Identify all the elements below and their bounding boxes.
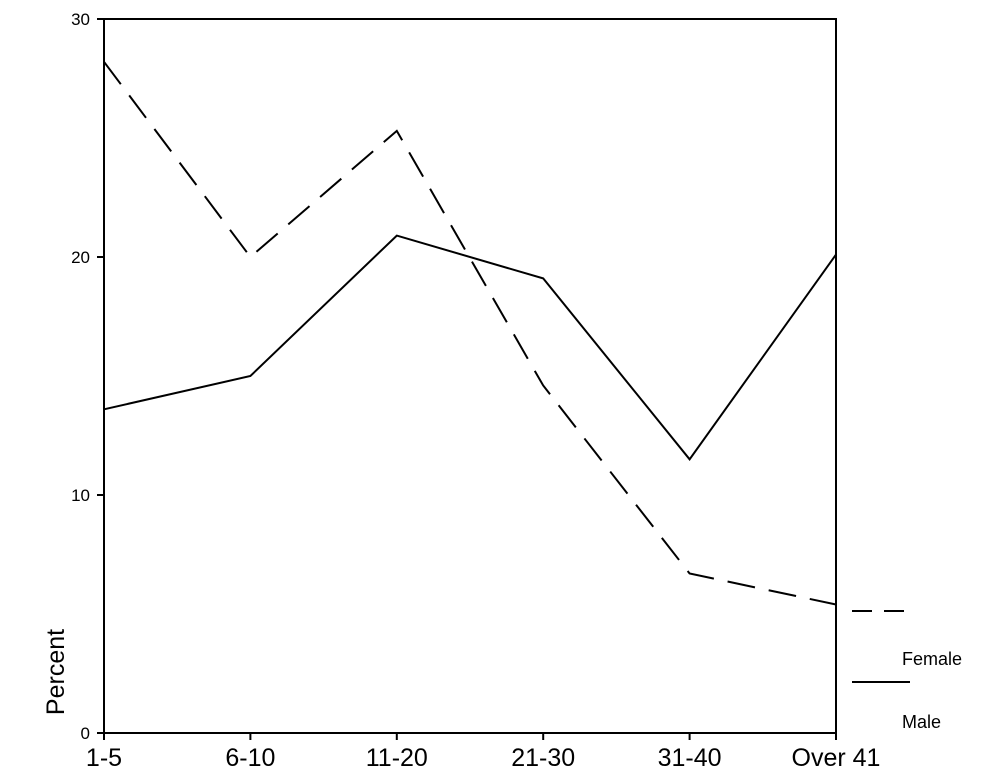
y-axis-ticks: 0 10 20 30 — [71, 10, 104, 743]
series-lines — [103, 61, 837, 606]
series-line-male — [103, 234, 837, 461]
x-tick-label: Over 41 — [792, 744, 881, 772]
y-tick-label: 0 — [81, 724, 90, 743]
y-axis-label: Percent — [42, 629, 70, 715]
legend-label-male: Male — [902, 712, 941, 732]
plot-frame — [103, 18, 837, 734]
legend-label-female: Female — [902, 649, 962, 669]
y-tick-label: 10 — [71, 486, 90, 505]
series-line-female — [103, 61, 837, 606]
x-axis-ticks: 1-5 6-10 11-20 21-30 31-40 Over 41 — [86, 733, 881, 772]
y-tick-label: 20 — [71, 248, 90, 267]
x-tick-label: 11-20 — [366, 744, 428, 772]
legend: Female Male — [852, 610, 962, 732]
plot-border — [103, 18, 837, 734]
x-tick-label: 31-40 — [658, 744, 722, 772]
x-tick-label: 6-10 — [225, 744, 275, 772]
y-tick-label: 30 — [71, 10, 90, 29]
x-tick-label: 21-30 — [511, 744, 575, 772]
x-tick-label: 1-5 — [86, 744, 122, 772]
